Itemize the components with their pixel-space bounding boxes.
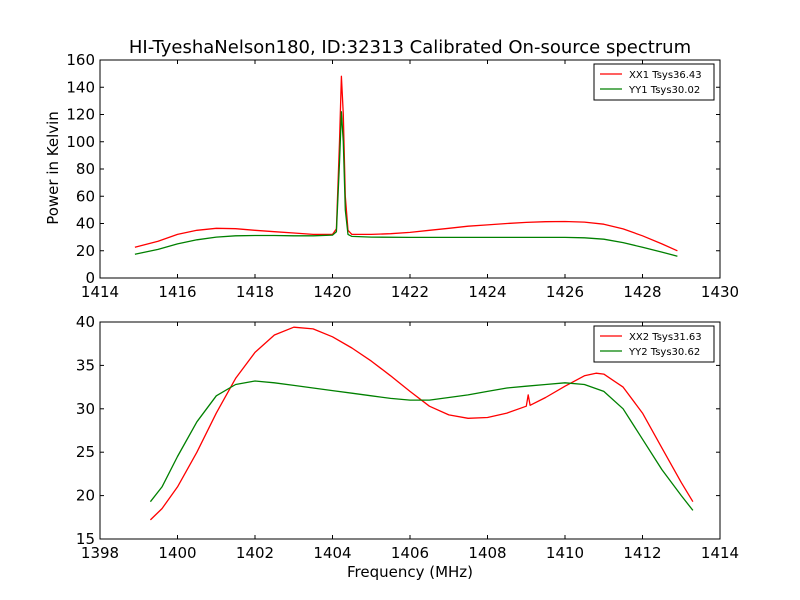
y-tick-label: 80: [76, 160, 95, 178]
y-tick-label: 40: [76, 313, 95, 331]
top-panel: Power in Kelvin 1414 1416 1418 1420 1422 1424…: [44, 51, 739, 301]
x-tick-label: 1400: [158, 544, 196, 562]
legend-label: XX1 Tsys36.43: [629, 70, 702, 81]
y-tick-label: 20: [76, 242, 95, 260]
x-tick-label: 1404: [313, 544, 351, 562]
series-line-xx: [149, 326, 694, 521]
x-tick-label: 1426: [546, 283, 584, 301]
y-tick-label: 15: [76, 530, 95, 548]
x-tick-label: 1406: [391, 544, 429, 562]
x-tick-label: 1402: [236, 544, 274, 562]
y-tick-label: 25: [76, 443, 95, 461]
y-tick-label: 100: [66, 133, 95, 151]
x-tick-label: 1420: [313, 283, 351, 301]
x-tick-label: 1414: [81, 283, 119, 301]
y-tick-label: 40: [76, 215, 95, 233]
x-tick-label: 1416: [158, 283, 196, 301]
legend-box: [593, 63, 715, 101]
x-tick-label: 1424: [468, 283, 506, 301]
x-tick-label: 1410: [546, 544, 584, 562]
bottom-panel: Frequency (MHz) 1398 1400 1402 1404 1406 1408…: [76, 313, 739, 581]
legend-label: YY2 Tsys30.62: [628, 347, 700, 358]
x-tick-label: 1422: [391, 283, 429, 301]
legend-label: XX2 Tsys31.63: [629, 332, 702, 343]
x-tick-label: 1418: [236, 283, 274, 301]
series-line-xx: [134, 75, 678, 252]
y-tick-label: 160: [66, 51, 95, 69]
y-tick-label: 140: [66, 78, 95, 96]
x-tick-label: 1414: [701, 544, 739, 562]
y-tick-label: 120: [66, 106, 95, 124]
y-tick-label: 20: [76, 487, 95, 505]
x-tick-label: 1430: [701, 283, 739, 301]
series-line-yy: [134, 111, 678, 257]
y-tick-label: 30: [76, 400, 95, 418]
x-tick-label: 1412: [623, 544, 661, 562]
x-tick-label: 1408: [468, 544, 506, 562]
top-panel-ylabel: Power in Kelvin: [44, 111, 62, 225]
bottom-panel-xlabel: Frequency (MHz): [347, 563, 473, 581]
series-line-yy: [149, 380, 694, 511]
figure-title: HI-TyeshaNelson180, ID:32313 Calibrated …: [129, 37, 691, 58]
y-tick-label: 0: [85, 269, 95, 287]
x-tick-label: 1428: [623, 283, 661, 301]
y-tick-label: 35: [76, 356, 95, 374]
legend-label: YY1 Tsys30.02: [628, 85, 700, 96]
legend-box: [593, 325, 715, 363]
x-tick-label: 1398: [81, 544, 119, 562]
y-tick-label: 60: [76, 187, 95, 205]
